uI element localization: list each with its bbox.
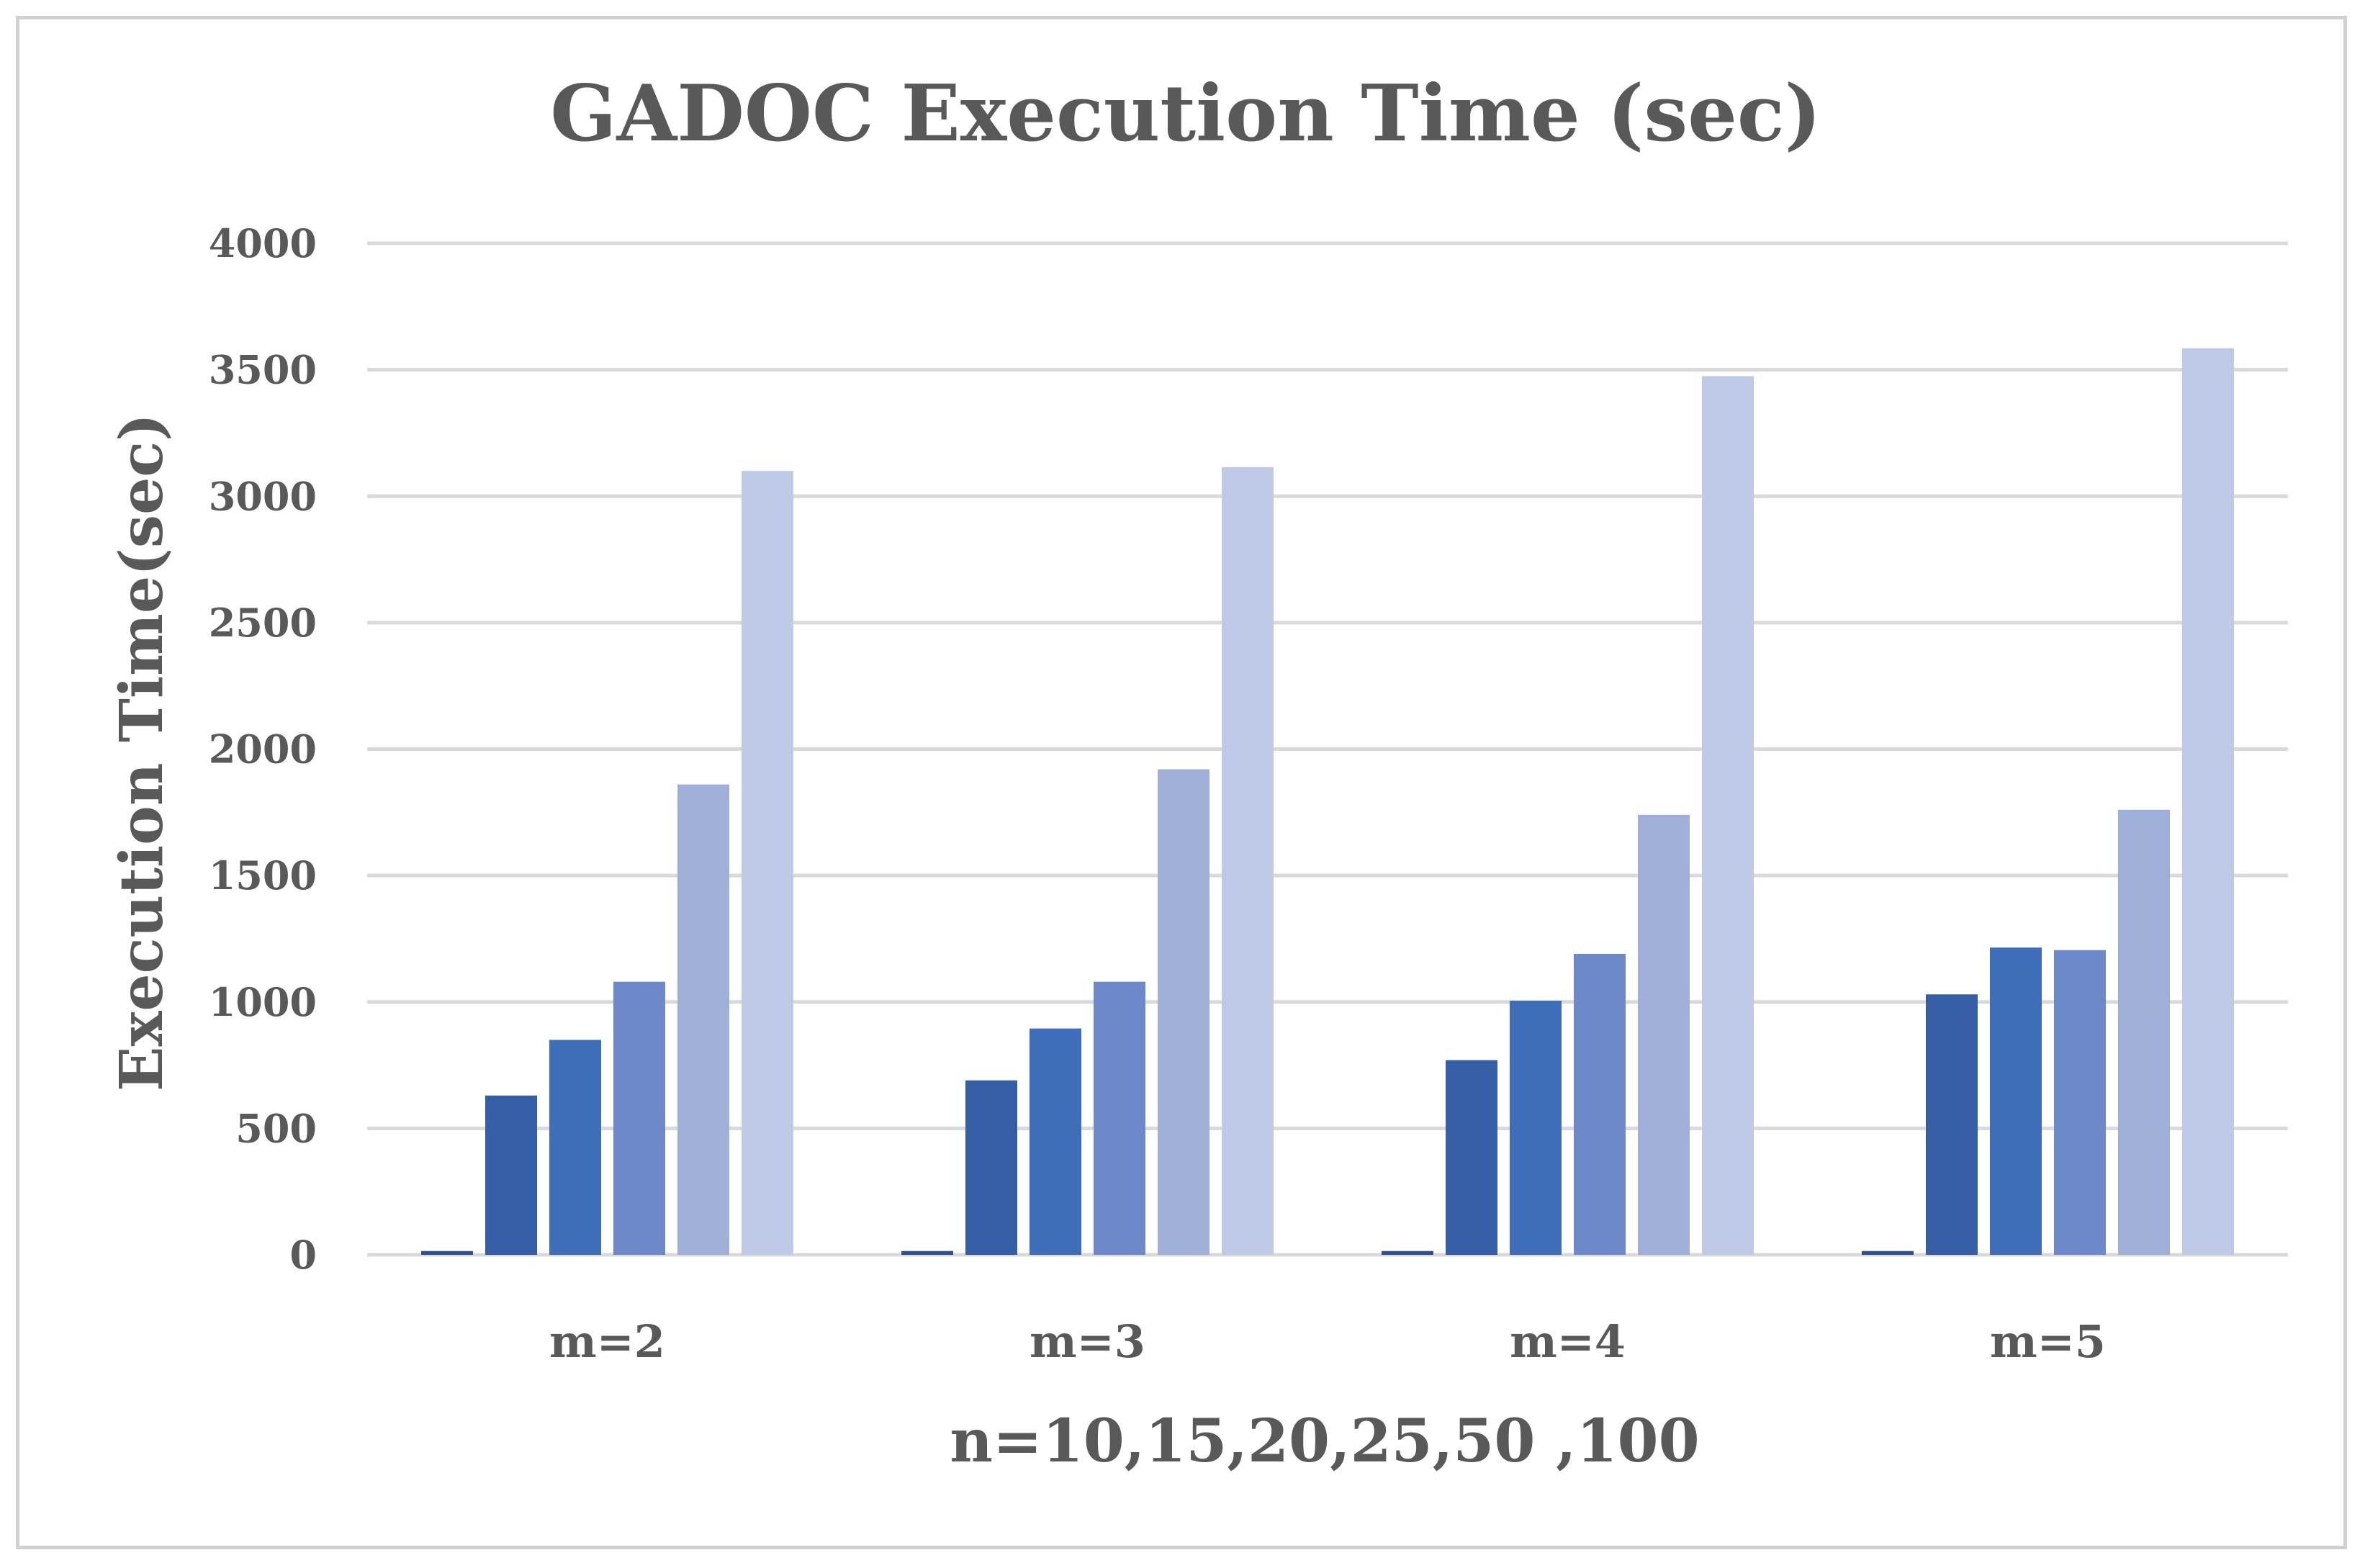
bar-m=2-series-2 bbox=[485, 1095, 537, 1255]
bar-m=2-series-3 bbox=[549, 1040, 601, 1255]
x-category-label: m=2 bbox=[549, 1315, 665, 1368]
bar-m=4-series-4 bbox=[1574, 954, 1626, 1255]
y-tick-label: 4000 bbox=[209, 220, 317, 266]
y-tick-label: 3000 bbox=[209, 473, 317, 519]
bar-m=2-series-1 bbox=[421, 1251, 473, 1255]
y-tick-label: 3500 bbox=[209, 347, 317, 393]
chart-title: GADOC Execution Time (sec) bbox=[550, 68, 1821, 159]
x-axis-categories: m=2 m=3 m=4 m=5 bbox=[549, 1315, 2106, 1368]
bar-m=5-series-2 bbox=[1926, 994, 1978, 1255]
y-axis-title: Execution Time(sec) bbox=[107, 413, 176, 1091]
bar-m=4-series-5 bbox=[1638, 814, 1690, 1255]
y-tick-label: 2000 bbox=[209, 726, 317, 772]
x-axis-title: n=10,15,20,25,50 ,100 bbox=[950, 1407, 1699, 1476]
y-tick-label: 500 bbox=[235, 1105, 317, 1151]
bar-m=5-series-5 bbox=[2118, 809, 2170, 1255]
bar-m=2-series-4 bbox=[613, 981, 665, 1255]
y-tick-label: 2500 bbox=[209, 600, 317, 646]
bars bbox=[421, 348, 2234, 1256]
bar-m=4-series-1 bbox=[1382, 1251, 1433, 1255]
bar-m=4-series-2 bbox=[1446, 1060, 1497, 1255]
bar-m=3-series-5 bbox=[1158, 769, 1209, 1255]
x-category-label: m=4 bbox=[1510, 1315, 1626, 1368]
bar-m=5-series-4 bbox=[2054, 950, 2106, 1255]
bar-m=3-series-2 bbox=[965, 1080, 1017, 1255]
x-category-label: m=5 bbox=[1990, 1315, 2106, 1368]
bar-m=3-series-6 bbox=[1222, 467, 1274, 1256]
bar-m=3-series-1 bbox=[901, 1251, 953, 1255]
bar-m=3-series-3 bbox=[1030, 1028, 1081, 1255]
bar-m=3-series-4 bbox=[1094, 981, 1145, 1255]
y-tick-label: 1000 bbox=[209, 979, 317, 1025]
bar-m=5-series-6 bbox=[2182, 348, 2234, 1255]
bar-m=2-series-5 bbox=[677, 784, 729, 1255]
bar-m=2-series-6 bbox=[742, 471, 793, 1255]
bar-m=4-series-3 bbox=[1510, 1000, 1562, 1255]
y-tick-label: 1500 bbox=[209, 852, 317, 898]
bar-m=5-series-3 bbox=[1990, 947, 2042, 1255]
bar-m=4-series-6 bbox=[1702, 376, 1754, 1255]
y-tick-label: 0 bbox=[289, 1232, 317, 1278]
x-category-label: m=3 bbox=[1030, 1315, 1145, 1368]
bar-m=5-series-1 bbox=[1862, 1251, 1914, 1255]
y-axis-ticks: 0 500 1000 1500 2000 2500 3000 3500 4000 bbox=[209, 220, 317, 1278]
